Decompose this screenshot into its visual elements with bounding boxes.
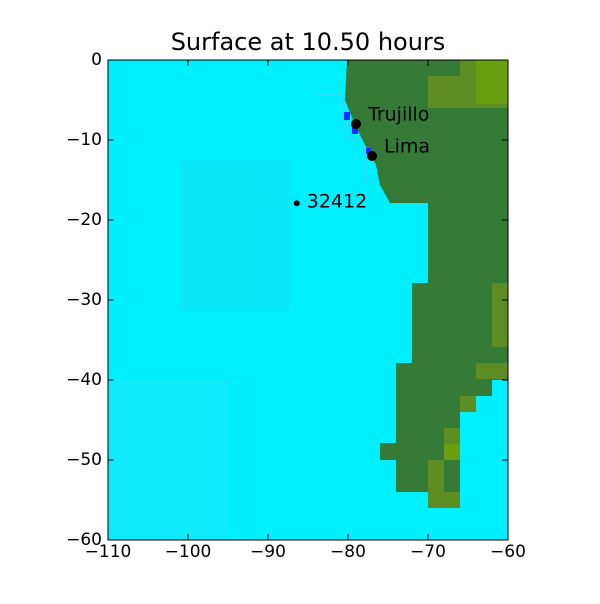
location-marker bbox=[351, 119, 361, 129]
ocean-shade bbox=[180, 160, 290, 310]
location-label: 32412 bbox=[307, 191, 367, 213]
y-tick-label: −50 bbox=[66, 450, 102, 470]
wave-peak bbox=[344, 112, 371, 154]
x-tick-label: −110 bbox=[85, 542, 132, 562]
x-tick-label: −70 bbox=[410, 542, 446, 562]
y-tick-label: −30 bbox=[66, 290, 102, 310]
location-marker bbox=[367, 151, 377, 161]
ocean-shade bbox=[108, 380, 228, 540]
highland bbox=[428, 60, 508, 508]
location-label: Lima bbox=[384, 136, 430, 158]
chart-title: Surface at 10.50 hours bbox=[171, 28, 446, 56]
highland-peak bbox=[444, 60, 508, 460]
y-tick-label: −10 bbox=[66, 130, 102, 150]
y-tick-label: −60 bbox=[66, 530, 102, 550]
x-tick-label: −60 bbox=[490, 542, 526, 562]
y-tick-label: 0 bbox=[91, 50, 102, 70]
x-tick-label: −100 bbox=[165, 542, 212, 562]
location-marker bbox=[293, 200, 300, 207]
y-tick-label: −20 bbox=[66, 210, 102, 230]
x-tick-label: −80 bbox=[330, 542, 366, 562]
location-label: Trujillo bbox=[367, 104, 429, 126]
y-tick-label: −40 bbox=[66, 370, 102, 390]
x-tick-label: −90 bbox=[250, 542, 286, 562]
